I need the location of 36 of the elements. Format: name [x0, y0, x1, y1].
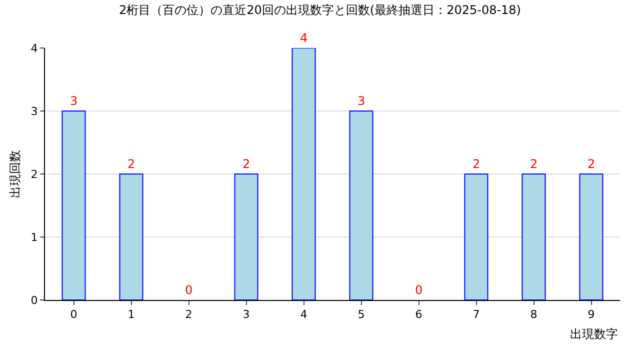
x-tick-label: 1: [128, 308, 135, 322]
y-tick-label: 2: [30, 168, 38, 181]
bar: [349, 110, 374, 300]
bar: [292, 48, 316, 300]
x-tick-label: 7: [472, 308, 480, 322]
data-label: 2: [127, 157, 136, 171]
y-tick-label: 1: [30, 230, 38, 244]
data-label: 0: [414, 283, 423, 297]
data-label: 2: [242, 157, 250, 171]
x-tick-label: 5: [358, 308, 365, 322]
data-label: 3: [70, 94, 78, 108]
x-tick-label: 8: [530, 308, 538, 322]
data-label: 2: [472, 157, 480, 171]
bar: [119, 174, 144, 300]
bar: [234, 174, 258, 300]
bar: [522, 174, 546, 300]
chart-title: 2桁目（百の位）の直近20回の出現数字と回数(最終抽選日：2025-08-18): [118, 2, 522, 17]
y-tick-label: 0: [30, 294, 38, 307]
bar: [464, 174, 488, 300]
y-tick-label: 4: [30, 42, 38, 55]
data-label: 2: [587, 157, 596, 171]
x-tick-label: 2: [185, 308, 192, 322]
x-tick-label: 0: [70, 308, 78, 322]
y-tick-label: 3: [30, 104, 38, 118]
x-tick-label: 3: [242, 308, 250, 322]
data-label: 4: [300, 31, 308, 45]
y-axis-title: 出現回数: [8, 150, 22, 198]
x-axis-title: 出現数字: [570, 327, 618, 341]
bar: [62, 110, 86, 300]
data-label: 2: [530, 157, 538, 171]
bar: [579, 174, 604, 300]
data-label: 0: [184, 283, 193, 297]
x-tick-label: 4: [300, 308, 308, 322]
x-tick-label: 9: [588, 308, 595, 322]
x-tick-label: 6: [415, 308, 422, 322]
data-label: 3: [357, 94, 366, 108]
